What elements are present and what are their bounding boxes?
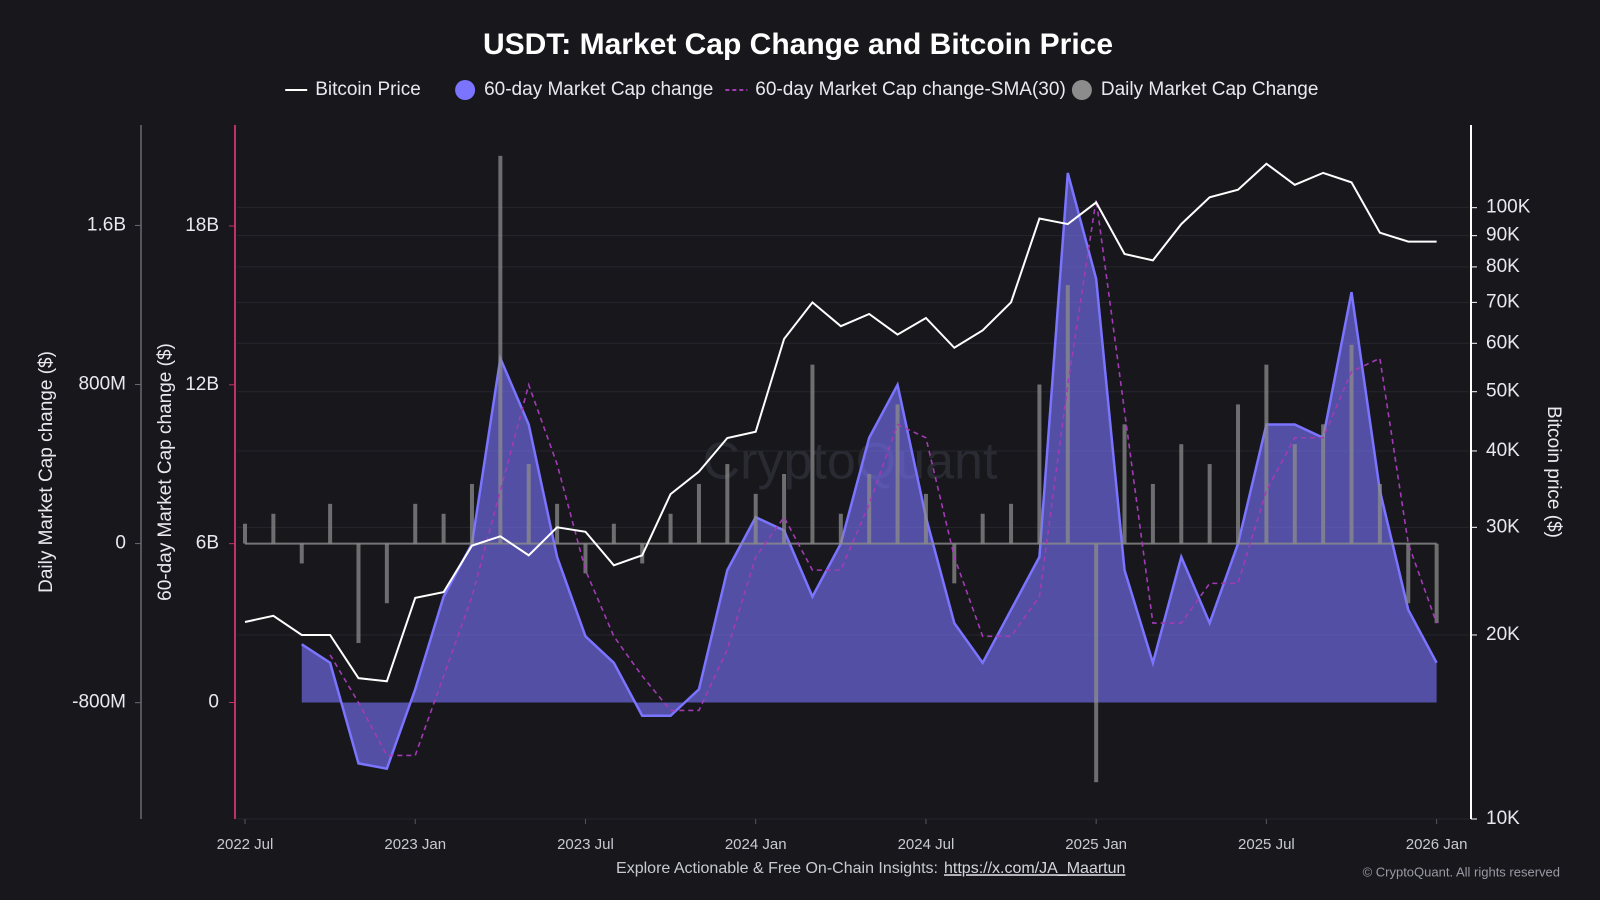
y-tick-label: 18B <box>185 215 219 236</box>
area-edge <box>301 172 1438 771</box>
x-tick-label: 2023 Jul <box>557 836 614 853</box>
bar <box>583 543 588 574</box>
bar <box>782 473 787 544</box>
bar <box>1179 444 1184 544</box>
bar <box>1122 424 1127 544</box>
y-tick-label: 12B <box>185 374 219 395</box>
bar <box>1406 543 1411 604</box>
legend-item: 60-day Market Cap change-SMA(30) <box>725 79 1066 100</box>
legend: Bitcoin Price 60-day Market Cap change 60-… <box>285 79 1318 100</box>
bar <box>611 523 616 544</box>
x-tick-label: 2024 Jul <box>898 836 955 853</box>
bar <box>668 513 673 544</box>
bar <box>725 464 730 544</box>
x-tick-label: 2023 Jan <box>384 836 446 853</box>
bar <box>1349 344 1354 544</box>
bar <box>1150 483 1155 544</box>
y3-tick-label: -800M <box>72 692 126 713</box>
y2-tick-label: 40K <box>1486 440 1520 461</box>
bar <box>1264 364 1269 544</box>
axis-title: Daily Market Cap change ($) <box>36 351 57 593</box>
bar <box>1037 384 1042 544</box>
bar <box>413 503 418 544</box>
sma-line <box>329 199 1438 757</box>
x-tick-label: 2025 Jul <box>1238 836 1295 853</box>
bar <box>243 523 247 544</box>
bar <box>838 513 843 544</box>
legend-label: 60-day Market Cap change <box>484 79 713 100</box>
bar <box>952 543 957 584</box>
x-tick-label: 2026 Jan <box>1406 836 1468 853</box>
axis-title: 60-day Market Cap change ($) <box>155 343 176 601</box>
bar <box>1009 503 1014 544</box>
y3-tick-label: 1.6B <box>87 214 126 235</box>
x-tick-label: 2024 Jan <box>725 836 787 853</box>
copyright: © CryptoQuant. All rights reserved <box>1363 864 1560 879</box>
bar <box>753 493 758 544</box>
bar <box>356 543 361 644</box>
legend-label: 60-day Market Cap change-SMA(30) <box>755 79 1065 100</box>
legend-label: Bitcoin Price <box>315 79 421 100</box>
y2-tick-label: 70K <box>1486 291 1520 312</box>
bar <box>441 513 446 544</box>
legend-marker <box>455 80 476 100</box>
y-tick-label: 0 <box>208 692 219 713</box>
y-tick-label: 6B <box>196 533 219 554</box>
bar <box>384 543 389 604</box>
bar <box>980 513 985 544</box>
y2-tick-label: 100K <box>1486 197 1531 218</box>
bar <box>271 513 276 544</box>
bar <box>895 404 900 544</box>
legend-item: 60-day Market Cap change <box>455 79 713 100</box>
y2-tick-label: 90K <box>1486 225 1520 246</box>
bar <box>1207 464 1212 544</box>
footer-text: Explore Actionable & Free On-Chain Insig… <box>616 860 938 877</box>
bar <box>299 543 304 564</box>
legend-item: Bitcoin Price <box>285 79 421 100</box>
y2-tick-label: 60K <box>1486 332 1520 353</box>
bar <box>696 483 701 544</box>
y2-tick-label: 50K <box>1486 381 1520 402</box>
x-tick-label: 2022 Jul <box>217 836 274 853</box>
x-tick-label: 2025 Jan <box>1065 836 1127 853</box>
y2-tick-label: 30K <box>1486 516 1520 537</box>
bar <box>526 464 531 544</box>
bar <box>1292 444 1297 544</box>
price-line <box>244 162 1437 683</box>
bar <box>1434 543 1439 624</box>
bar <box>555 503 560 544</box>
y2-tick-label: 10K <box>1486 808 1520 829</box>
bar <box>328 503 333 544</box>
bar <box>469 483 474 544</box>
y2-tick-label: 20K <box>1486 624 1520 645</box>
legend-marker <box>1071 80 1092 100</box>
chart-title: USDT: Market Cap Change and Bitcoin Pric… <box>483 28 1113 61</box>
footer-link[interactable]: https://x.com/JA_Maartun <box>944 860 1125 877</box>
legend-item: Daily Market Cap Change <box>1071 79 1319 100</box>
bar <box>1094 543 1099 783</box>
y3-tick-label: 0 <box>115 533 126 554</box>
watermark: CryptoQuant <box>703 433 998 491</box>
y3-tick-label: 800M <box>78 374 126 395</box>
bar <box>867 473 872 544</box>
bar <box>498 155 503 544</box>
bar <box>1377 483 1382 544</box>
bar <box>923 493 928 544</box>
bar <box>810 364 815 544</box>
y2-tick-label: 80K <box>1486 256 1520 277</box>
axis-title: Bitcoin price ($) <box>1543 406 1564 538</box>
bar <box>1065 285 1070 544</box>
bar <box>1236 404 1241 544</box>
legend-label: Daily Market Cap Change <box>1101 79 1319 100</box>
area <box>301 173 1437 769</box>
bar <box>1321 424 1326 544</box>
